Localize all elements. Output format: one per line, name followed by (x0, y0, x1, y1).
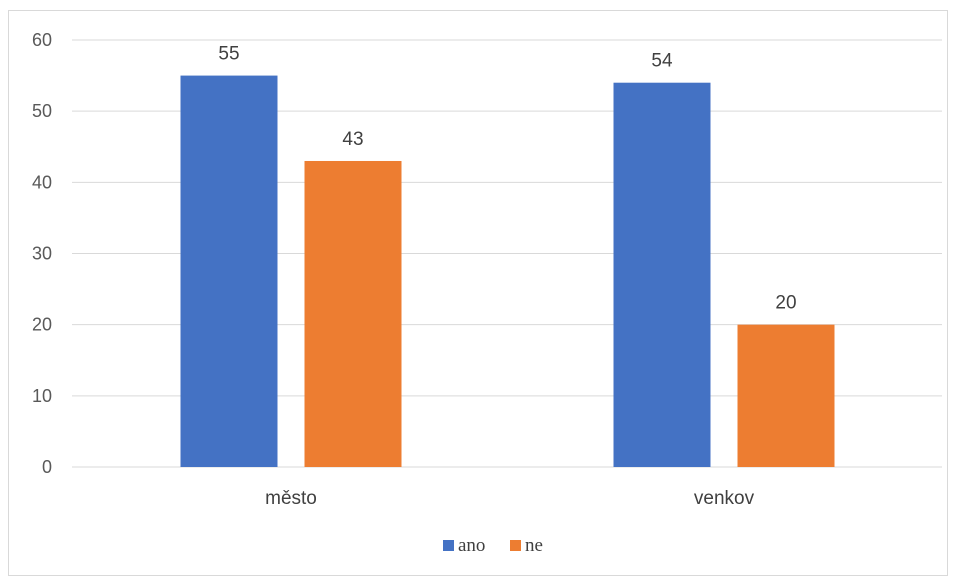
x-axis: město venkov (265, 488, 754, 509)
legend-swatch-ne (510, 540, 521, 551)
y-tick-label: 0 (42, 457, 52, 477)
y-axis: 0 10 20 30 40 50 60 (32, 30, 52, 477)
y-tick-label: 50 (32, 101, 52, 121)
legend-swatch-ano (443, 540, 454, 551)
bar-ano-1 (613, 82, 711, 467)
y-tick-label: 20 (32, 315, 52, 335)
y-tick-label: 40 (32, 172, 52, 192)
bars (180, 75, 835, 467)
chart-frame (8, 10, 948, 576)
data-label: 43 (342, 129, 363, 150)
legend: ano ne (443, 535, 543, 556)
x-category-label: město (265, 488, 317, 509)
bar-ano-0 (180, 75, 278, 467)
x-category-label: venkov (694, 488, 755, 509)
y-tick-label: 30 (32, 244, 52, 264)
bar-ne-1 (737, 324, 835, 467)
y-tick-label: 60 (32, 30, 52, 50)
bar-ne-0 (304, 160, 402, 467)
data-labels: 55 43 54 20 (218, 44, 796, 314)
data-label: 20 (775, 293, 796, 314)
legend-label-ne: ne (525, 535, 543, 556)
data-label: 54 (651, 51, 673, 72)
y-tick-label: 10 (32, 386, 52, 406)
data-label: 55 (218, 44, 239, 65)
legend-label-ano: ano (458, 535, 485, 556)
